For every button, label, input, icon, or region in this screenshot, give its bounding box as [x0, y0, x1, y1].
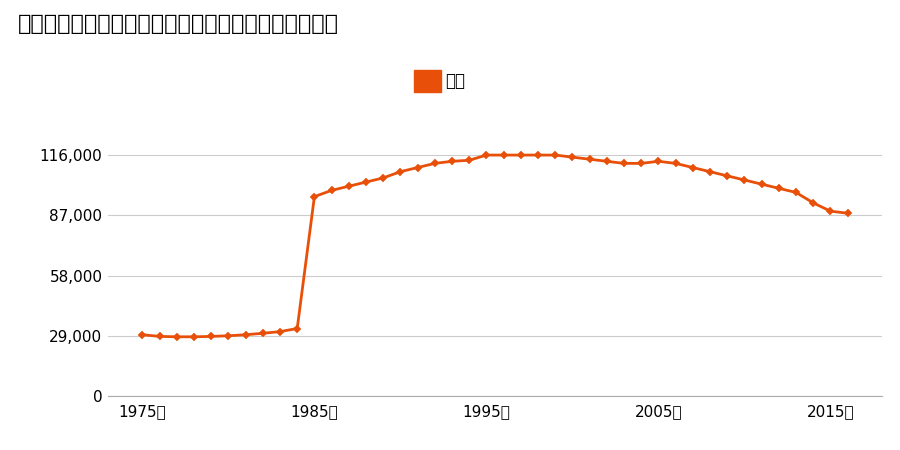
- Text: 価格: 価格: [446, 72, 465, 90]
- Text: 鹿児島県鹿児島市下伊敷町９１１番１０６の地価推移: 鹿児島県鹿児島市下伊敷町９１１番１０６の地価推移: [18, 14, 339, 33]
